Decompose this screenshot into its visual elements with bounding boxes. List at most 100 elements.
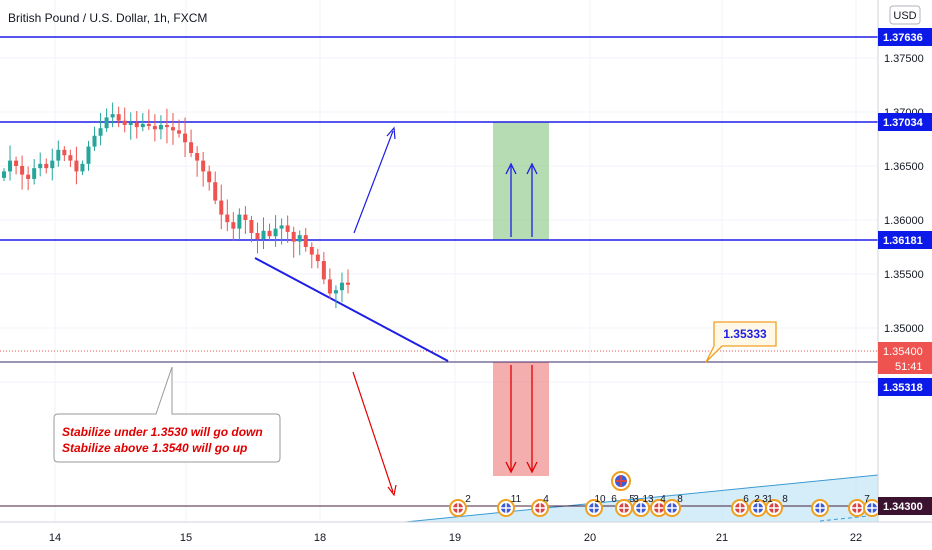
green-target-zone[interactable] [493,122,549,240]
down-arrows-in-zone [505,365,538,474]
level-label-2[interactable]: 1.37034 [878,113,932,131]
red-target-zone[interactable] [493,362,549,476]
chart-title: British Pound / U.S. Dollar, 1h, FXCM [8,11,207,25]
candle [122,107,127,133]
time-tick: 21 [716,532,728,544]
current-price-label[interactable]: 1.35400 51:41 [878,342,932,374]
event-count: 2 [754,494,760,505]
event-flag-icon[interactable] [615,499,633,517]
candle [152,114,157,142]
level-label-1[interactable]: 1.37636 [878,28,932,46]
candle [26,166,31,191]
candle [297,230,302,256]
svg-text:1.35318: 1.35318 [883,382,923,394]
event-count: 8 [782,494,788,505]
svg-text:1.34300: 1.34300 [883,501,923,513]
candle [237,208,242,240]
time-tick: 15 [180,532,192,544]
candle [2,168,6,182]
time-axis-ticks[interactable]: 14 15 18 19 20 21 22 [49,532,862,544]
candle [158,115,163,140]
candle [98,112,103,146]
event-flag-icon[interactable] [449,499,467,517]
descending-trendline[interactable] [254,257,449,362]
candle [189,129,194,158]
candle [207,165,212,191]
up-arrows-in-zone [505,162,538,237]
candle [92,126,97,152]
candle [134,110,139,139]
candle [279,218,284,245]
candle [110,102,115,128]
level-label-3[interactable]: 1.36181 [878,231,932,249]
candle [146,109,151,130]
level-label-5[interactable]: 1.34300 [878,497,932,515]
candle [327,268,332,299]
candle [243,206,248,234]
candlesticks [2,102,350,309]
price-tick: 1.35000 [884,323,924,335]
event-flag-icon[interactable] [632,499,650,517]
candle [8,145,13,181]
event-flag-icon[interactable] [765,499,783,517]
candle [249,215,254,243]
svg-text:1.36181: 1.36181 [883,235,923,247]
candle [201,151,206,187]
candle [273,215,278,247]
event-flag-icon[interactable] [531,499,549,517]
event-flag-icon[interactable] [731,499,749,517]
candle [333,285,338,309]
svg-text:1.37034: 1.37034 [883,117,924,129]
event-flag-icon[interactable] [848,499,866,517]
candle [164,108,169,144]
event-count: 4 [543,494,549,505]
price-callout[interactable]: 1.35333 [705,321,777,363]
level-label-4[interactable]: 1.35318 [878,378,932,396]
svg-text:1.35400: 1.35400 [883,346,923,358]
candle [68,149,73,168]
candle [14,156,19,175]
currency-button-label: USD [893,10,916,22]
candle [315,248,320,269]
event-flag-icon[interactable] [811,499,829,517]
bar-countdown: 51:41 [895,361,923,373]
rising-channel-line[interactable] [404,474,879,523]
event-flag-icon[interactable] [497,499,515,517]
candle [20,155,25,190]
candle [38,152,43,177]
event-count: 13 [642,494,654,505]
bearish-arrow[interactable] [352,371,397,497]
candle [303,227,308,252]
event-count: 4 [660,494,666,505]
note-callout[interactable]: Stabilize under 1.3530 will go down Stab… [53,366,281,463]
price-axis-bg [878,0,932,550]
candle [183,117,188,158]
time-tick: 19 [449,532,461,544]
event-count: 3 [633,494,639,505]
time-axis-bg [0,522,878,550]
candle [267,223,272,242]
event-flag-top-icon[interactable] [611,471,631,491]
event-count: 11 [511,494,522,505]
event-count: 7 [864,494,870,505]
event-count: 6 [743,494,749,505]
candle [255,222,260,254]
candle [104,108,109,132]
event-count: 5 [629,494,635,505]
candle [291,226,296,258]
candle [140,113,145,132]
event-flag-icon[interactable] [663,499,681,517]
event-flag-icon[interactable] [585,499,603,517]
price-tick: 1.36500 [884,161,924,173]
candle [50,148,55,181]
event-count: 2 [465,494,471,505]
currency-button[interactable] [889,5,921,25]
candle [177,119,182,138]
note-line-1: Stabilize under 1.3530 will go down [62,425,263,439]
event-count: 8 [677,494,683,505]
bullish-arrow[interactable] [353,126,396,234]
price-tick: 1.36000 [884,215,924,227]
candle [74,146,79,185]
